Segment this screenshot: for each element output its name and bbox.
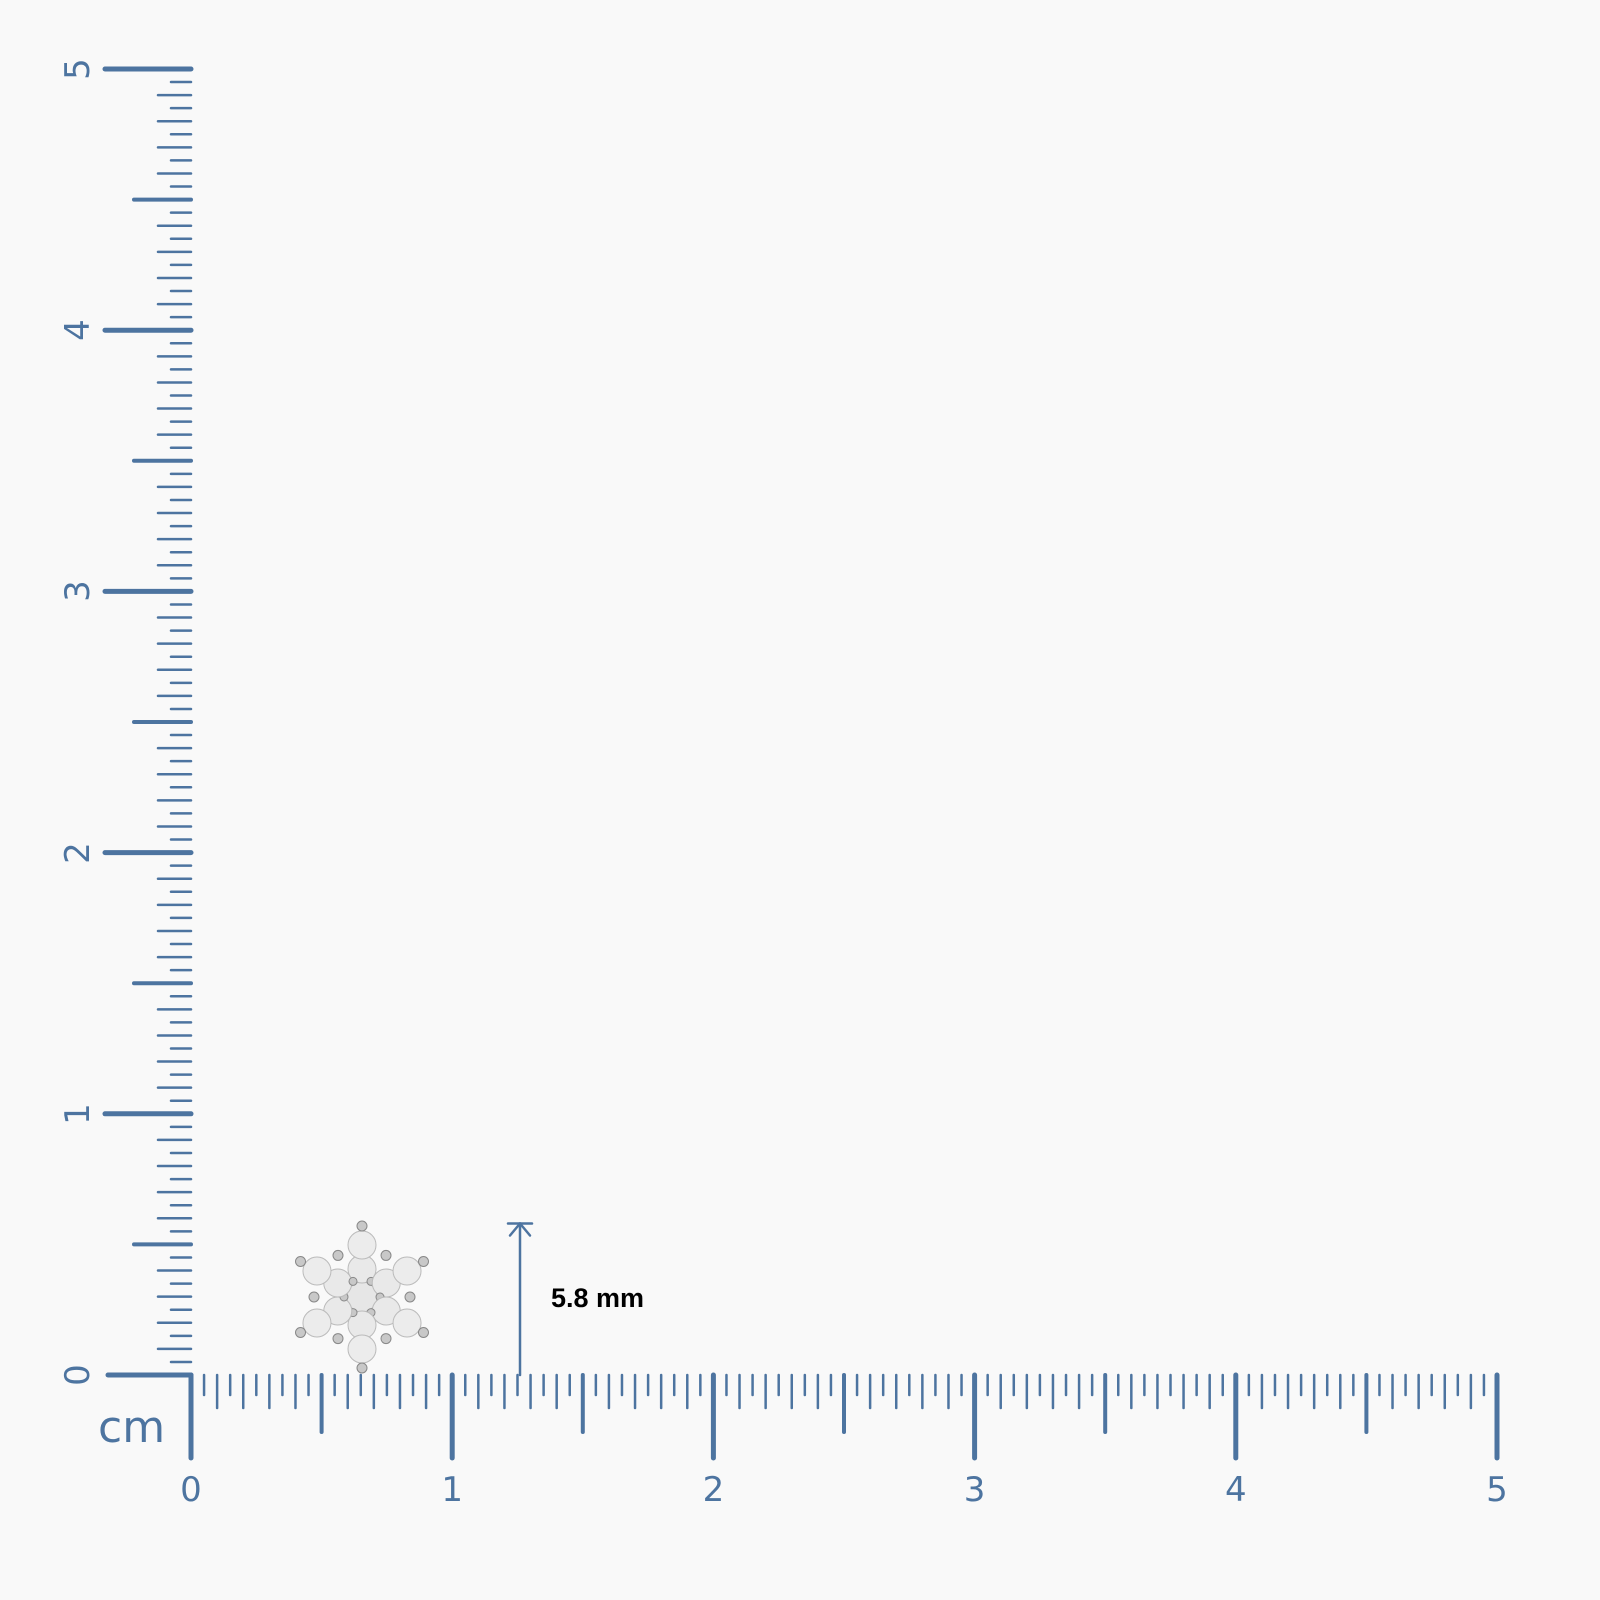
prong [380,1249,392,1261]
outer-diamond [302,1256,332,1286]
prong [417,1256,429,1267]
prong [308,1291,320,1303]
prong [404,1291,416,1303]
y-tick-label: 3 [58,580,98,603]
y-tick-label: 0 [58,1364,98,1386]
prong [356,1362,368,1374]
measurement-label: 5.8 mm [551,1283,645,1313]
x-tick-label: 3 [963,1470,986,1510]
prong [348,1276,358,1286]
outer-diamond [302,1308,332,1338]
prong [332,1333,344,1345]
unit-label: cm [98,1402,166,1453]
x-tick-label: 1 [441,1470,464,1510]
prong [356,1220,368,1232]
outer-diamond [347,1230,377,1260]
prong [295,1327,307,1338]
outer-diamond [347,1334,377,1364]
prong [332,1249,344,1261]
y-tick-label: 4 [58,319,98,342]
measurement-arrow-head-left [508,1222,522,1237]
y-tick-label: 5 [58,58,98,80]
prong [380,1333,392,1345]
x-tick-label: 2 [702,1470,725,1510]
x-tick-label: 4 [1224,1470,1247,1510]
outer-diamond [392,1308,422,1338]
measurement-arrow-head-right [518,1222,532,1237]
outer-diamond [392,1256,422,1286]
x-tick-label: 5 [1486,1470,1508,1510]
x-tick-label: 0 [180,1470,202,1510]
prong [295,1256,307,1267]
prong [417,1327,429,1338]
y-tick-label: 1 [58,1102,98,1125]
y-tick-label: 2 [58,841,98,864]
